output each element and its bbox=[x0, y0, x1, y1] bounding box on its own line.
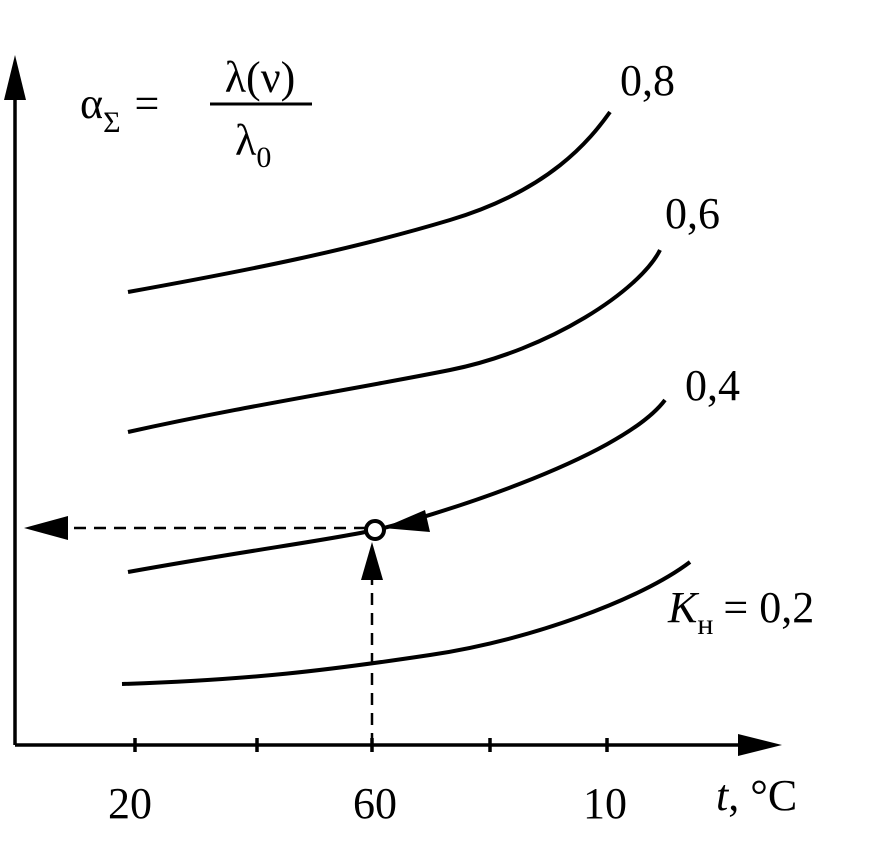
curve bbox=[127, 249, 662, 434]
curve-label: Kн = 0,2 bbox=[667, 583, 814, 641]
curve-arrow bbox=[383, 510, 430, 532]
curve-label: 0,8 bbox=[620, 56, 675, 105]
x-axis-label: t, °C bbox=[716, 771, 797, 820]
curve bbox=[121, 560, 692, 686]
curve-label: 0,6 bbox=[665, 189, 720, 238]
curve bbox=[127, 398, 667, 574]
curve-label: 0,4 bbox=[685, 361, 740, 410]
x-tick-label: 60 bbox=[353, 779, 397, 828]
point bbox=[364, 519, 386, 541]
y-axis-label: αΣ = bbox=[80, 79, 159, 139]
formula-denominator: λ0 bbox=[235, 116, 271, 174]
curve bbox=[127, 110, 612, 294]
x-tick-label: 20 bbox=[108, 779, 152, 828]
guide-arrow bbox=[24, 516, 68, 540]
x-tick-label: 10 bbox=[583, 779, 627, 828]
x-axis-arrow bbox=[738, 734, 782, 756]
formula-numerator: λ(ν) bbox=[225, 53, 296, 102]
y-axis-arrow bbox=[4, 55, 26, 100]
guide-arrow bbox=[361, 542, 383, 580]
